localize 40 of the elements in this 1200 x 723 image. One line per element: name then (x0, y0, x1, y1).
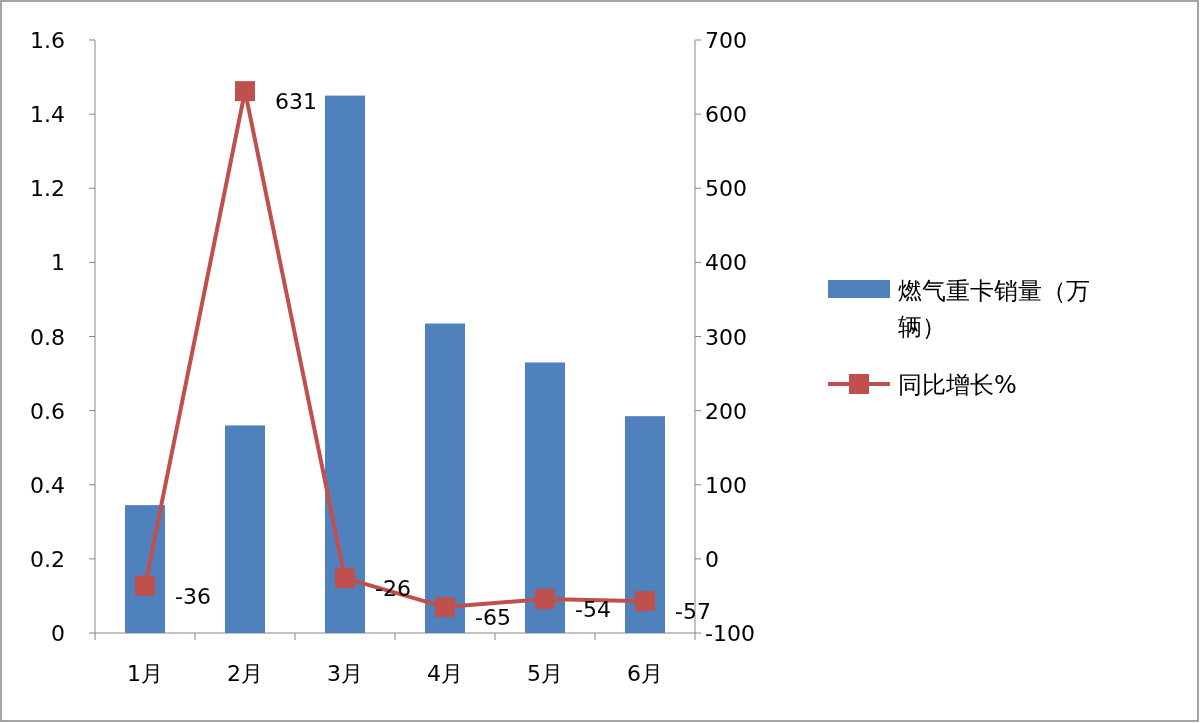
y-tick-label: 1.2 (30, 176, 65, 202)
y-tick-label: 0 (51, 621, 65, 646)
y2-tick-label: 300 (705, 324, 747, 350)
point (335, 568, 355, 589)
y2-tick-label: 100 (705, 472, 747, 498)
y2-tick-label: 600 (705, 102, 747, 128)
data-label: 631 (275, 89, 317, 115)
legend-label: 同比增长% (898, 371, 1017, 399)
y-tick-label: 1.4 (30, 102, 65, 128)
y2-tick-label: 400 (705, 250, 747, 276)
y2-tick-label: 200 (705, 398, 747, 424)
data-label: -36 (175, 583, 211, 609)
y-tick-label: 1.6 (30, 28, 65, 53)
x-tick-label: 6月 (627, 661, 663, 686)
bar (225, 425, 265, 633)
y2-tick-label: 0 (705, 546, 719, 572)
x-tick-label: 4月 (427, 661, 463, 686)
y-tick-label: 0.6 (30, 398, 65, 424)
y2-tick-label: 500 (705, 176, 747, 202)
bar (525, 362, 565, 633)
y-tick-label: 1 (51, 250, 65, 276)
x-tick-label: 5月 (527, 661, 563, 686)
y-tick-label: 0.8 (30, 324, 65, 350)
y2-tick-label: 700 (705, 28, 747, 53)
point (435, 597, 455, 618)
point (235, 81, 255, 102)
legend-label: 燃气重卡销量（万辆） (898, 277, 1090, 341)
data-label: -54 (575, 596, 611, 622)
y-tick-label: 0.4 (30, 472, 65, 498)
bar (325, 95, 365, 633)
bar (625, 416, 665, 633)
bar (425, 323, 465, 633)
point (135, 575, 155, 596)
x-tick-label: 1月 (127, 661, 163, 686)
data-label: -65 (475, 605, 511, 631)
x-tick-label: 3月 (327, 661, 363, 686)
x-tick-label: 2月 (227, 661, 263, 686)
point (535, 588, 555, 609)
point (635, 591, 655, 612)
y-tick-label: 0.2 (30, 546, 65, 572)
